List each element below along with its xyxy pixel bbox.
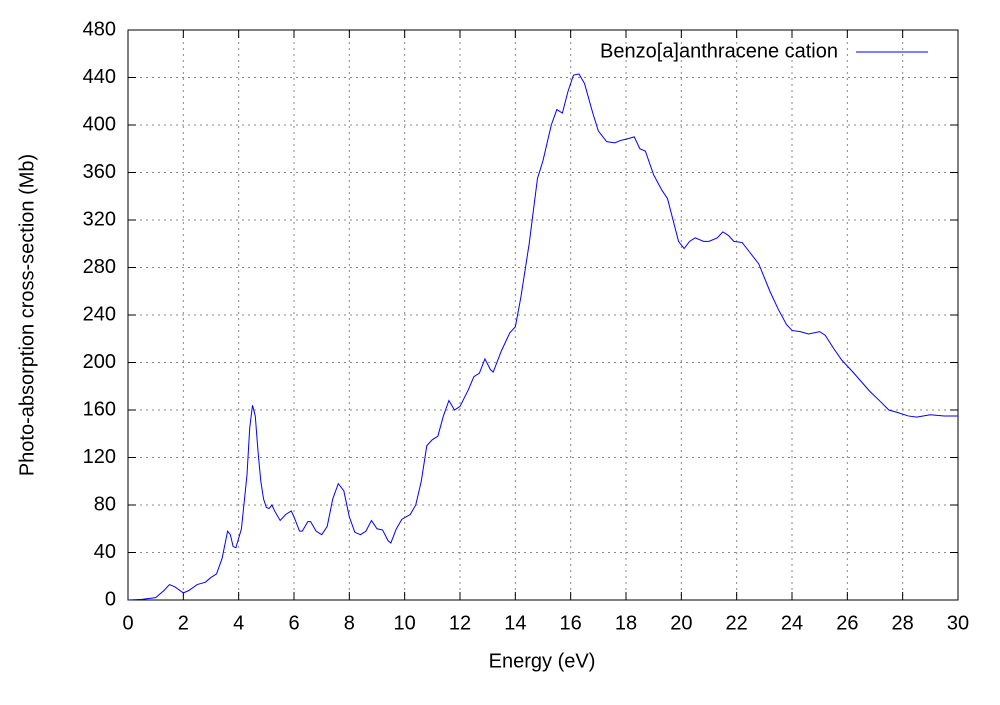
x-tick-label: 6 bbox=[288, 612, 299, 634]
y-tick-label: 360 bbox=[83, 161, 116, 183]
y-tick-label: 40 bbox=[94, 541, 116, 563]
y-tick-label: 480 bbox=[83, 18, 116, 40]
y-axis-label: Photo-absorption cross-section (Mb) bbox=[16, 154, 38, 476]
y-tick-label: 240 bbox=[83, 303, 116, 325]
legend-label: Benzo[a]anthracene cation bbox=[600, 40, 838, 62]
x-tick-label: 26 bbox=[836, 612, 858, 634]
y-tick-label: 320 bbox=[83, 208, 116, 230]
y-tick-label: 120 bbox=[83, 446, 116, 468]
x-tick-label: 8 bbox=[344, 612, 355, 634]
x-tick-label: 16 bbox=[560, 612, 582, 634]
y-tick-label: 0 bbox=[105, 588, 116, 610]
x-tick-label: 20 bbox=[670, 612, 692, 634]
y-tick-label: 200 bbox=[83, 351, 116, 373]
x-tick-label: 12 bbox=[449, 612, 471, 634]
y-tick-label: 400 bbox=[83, 113, 116, 135]
x-tick-label: 30 bbox=[947, 612, 969, 634]
data-line bbox=[127, 73, 958, 601]
x-tick-label: 4 bbox=[233, 612, 244, 634]
x-tick-label: 2 bbox=[178, 612, 189, 634]
x-tick-label: 10 bbox=[394, 612, 416, 634]
y-tick-label: 80 bbox=[94, 493, 116, 515]
x-tick-label: 0 bbox=[122, 612, 133, 634]
y-tick-label: 440 bbox=[83, 66, 116, 88]
x-tick-label: 22 bbox=[726, 612, 748, 634]
x-tick-label: 24 bbox=[781, 612, 803, 634]
y-tick-label: 280 bbox=[83, 256, 116, 278]
x-tick-label: 14 bbox=[504, 612, 526, 634]
y-tick-label: 160 bbox=[83, 398, 116, 420]
x-tick-label: 18 bbox=[615, 612, 637, 634]
x-axis-label: Energy (eV) bbox=[489, 650, 596, 672]
plot-frame bbox=[127, 29, 959, 601]
x-tick-label: 28 bbox=[892, 612, 914, 634]
